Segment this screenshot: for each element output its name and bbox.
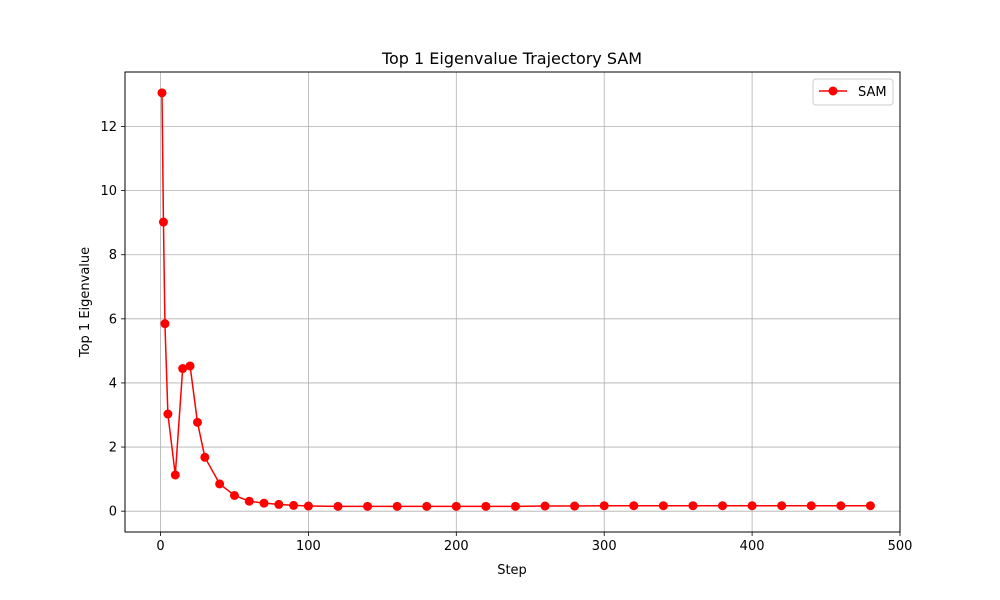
data-point-sam <box>157 88 167 98</box>
data-point-sam <box>422 501 432 511</box>
y-axis-title: Top 1 Eigenvalue <box>78 247 93 358</box>
y-tick-label: 8 <box>109 248 117 263</box>
data-point-sam <box>163 409 173 419</box>
series-layer <box>157 88 875 511</box>
data-point-sam <box>215 479 225 489</box>
y-tick-label: 4 <box>109 376 117 391</box>
data-point-sam <box>200 452 210 462</box>
data-point-sam <box>178 364 188 374</box>
y-tick-label: 6 <box>109 312 117 327</box>
x-tick-label: 200 <box>444 539 469 554</box>
grid <box>125 72 901 532</box>
data-point-sam <box>333 501 343 511</box>
data-point-sam <box>274 499 284 509</box>
data-point-sam <box>451 501 461 511</box>
y-tick-label: 12 <box>100 120 117 135</box>
data-point-sam <box>363 501 373 511</box>
x-tick-label: 400 <box>740 539 765 554</box>
data-point-sam <box>303 501 313 511</box>
data-point-sam <box>392 501 402 511</box>
data-point-sam <box>185 361 195 371</box>
data-point-sam <box>658 501 668 511</box>
x-axis-title: Step <box>497 563 527 578</box>
data-point-sam <box>688 501 698 511</box>
data-point-sam <box>599 501 609 511</box>
data-point-sam <box>718 501 728 511</box>
data-point-sam <box>289 500 299 510</box>
x-tick-label: 100 <box>296 539 321 554</box>
data-point-sam <box>244 496 254 506</box>
data-point-sam <box>777 501 787 511</box>
data-point-sam <box>229 490 239 500</box>
legend-label-sam: SAM <box>858 85 887 100</box>
x-tick-label: 0 <box>156 539 164 554</box>
data-point-sam <box>259 498 269 508</box>
data-point-sam <box>570 501 580 511</box>
legend: SAM <box>812 78 894 106</box>
x-axis: 0 100 200 300 400 500 <box>156 532 912 554</box>
data-point-sam <box>747 501 757 511</box>
legend-box <box>812 78 894 106</box>
data-point-sam <box>170 470 180 480</box>
data-point-sam <box>865 501 875 511</box>
data-point-sam <box>510 501 520 511</box>
data-point-sam <box>160 319 170 329</box>
data-point-sam <box>158 217 168 227</box>
chart-title: Top 1 Eigenvalue Trajectory SAM <box>381 49 642 68</box>
data-point-sam <box>192 417 202 427</box>
data-point-sam <box>629 501 639 511</box>
data-point-sam <box>806 501 816 511</box>
y-tick-label: 0 <box>109 505 117 520</box>
data-point-sam <box>481 501 491 511</box>
x-tick-label: 500 <box>888 539 913 554</box>
x-tick-label: 300 <box>592 539 617 554</box>
data-point-sam <box>540 501 550 511</box>
y-tick-label: 10 <box>100 184 117 199</box>
plot-frame <box>124 71 901 533</box>
legend-marker-sam <box>828 86 838 96</box>
y-axis: 0 2 4 6 8 10 12 <box>100 120 125 520</box>
data-point-sam <box>836 501 846 511</box>
y-tick-label: 2 <box>109 441 117 456</box>
